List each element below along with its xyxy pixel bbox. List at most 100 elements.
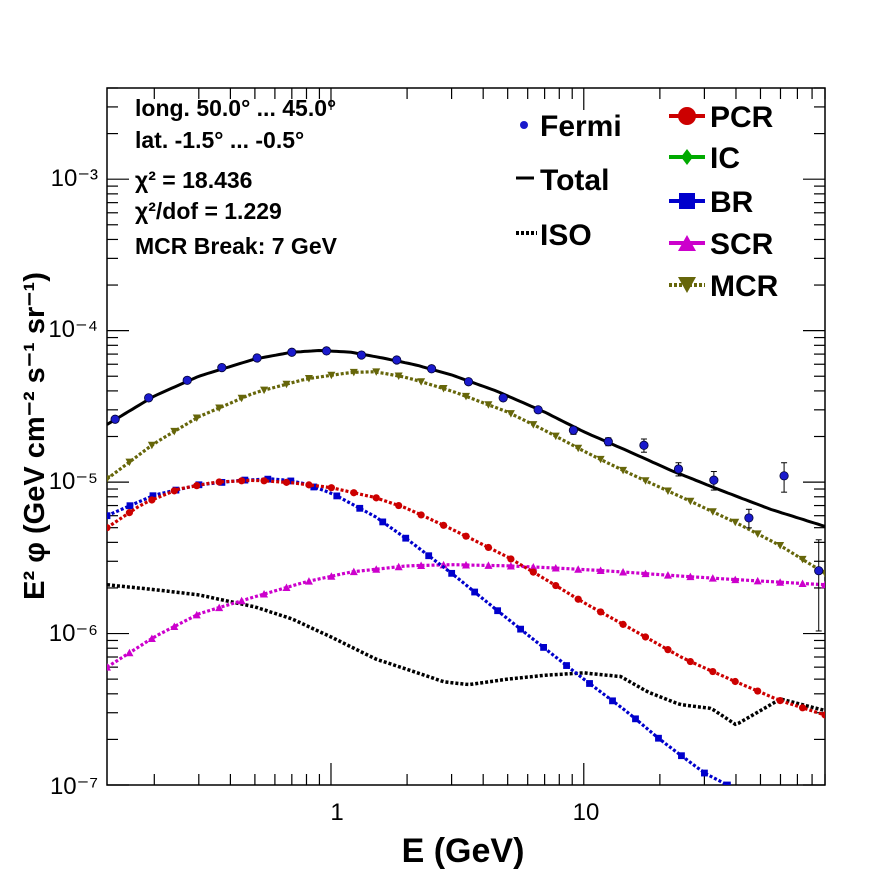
series-marker-mcr xyxy=(686,497,695,506)
series-marker-pcr xyxy=(193,482,201,490)
series-marker-scr xyxy=(282,583,291,592)
fermi-point xyxy=(287,347,297,357)
series-marker-mcr xyxy=(282,380,291,389)
fermi-point xyxy=(533,405,543,415)
series-marker-scr xyxy=(663,571,672,579)
fermi-point xyxy=(463,377,474,387)
legend-marker-fermi xyxy=(520,121,528,129)
series-marker-br xyxy=(678,752,685,760)
legend-label-pcr: PCR xyxy=(710,101,774,134)
series-marker-pcr xyxy=(552,581,560,590)
series-marker-mcr xyxy=(394,372,403,381)
series-marker-scr xyxy=(417,561,426,569)
series-marker-pcr xyxy=(731,677,739,686)
series-marker-scr xyxy=(686,572,695,581)
series-marker-mcr xyxy=(708,508,717,516)
series-marker-mcr xyxy=(776,542,785,550)
series-marker-br xyxy=(494,607,502,615)
series-marker-scr xyxy=(147,634,156,642)
series-marker-br xyxy=(655,734,662,742)
series-marker-pcr xyxy=(439,521,448,529)
legend-label-ic: IC xyxy=(710,142,740,175)
x-tick-label-10: 10 xyxy=(573,799,600,826)
series-marker-pcr xyxy=(395,501,403,510)
annotation-mcr-break: MCR Break: 7 GeV xyxy=(135,233,338,259)
fermi-points-layer xyxy=(110,346,824,632)
series-marker-mcr xyxy=(192,414,201,422)
annotation-chi2-dof: χ²/dof = 1.229 xyxy=(135,198,282,224)
series-marker-scr xyxy=(708,574,717,582)
legend-label-scr: SCR xyxy=(710,228,774,261)
legend-label-iso: ISO xyxy=(540,219,592,252)
legend-label-br: BR xyxy=(710,186,754,219)
series-marker-pcr xyxy=(305,481,313,489)
series-marker-mcr xyxy=(237,394,246,403)
series-marker-scr xyxy=(776,578,785,586)
fermi-point xyxy=(321,346,332,356)
series-marker-mcr xyxy=(215,404,224,412)
series-marker-pcr xyxy=(619,620,627,628)
series-marker-scr xyxy=(506,561,515,570)
fermi-point xyxy=(182,375,192,385)
series-line-br xyxy=(107,477,729,785)
series-marker-br xyxy=(609,697,616,705)
series-marker-mcr xyxy=(574,444,583,453)
series-marker-pcr xyxy=(417,511,425,519)
fermi-point xyxy=(356,350,367,360)
series-marker-scr xyxy=(484,561,493,569)
series-marker-br xyxy=(517,625,525,633)
series-marker-mcr xyxy=(619,466,628,475)
legend-marker-br xyxy=(679,193,695,209)
series-marker-pcr xyxy=(215,478,223,486)
series-marker-scr xyxy=(753,576,762,585)
fermi-point xyxy=(392,355,402,365)
series-marker-mcr xyxy=(260,386,269,395)
series-marker-scr xyxy=(798,579,807,587)
series-marker-mcr xyxy=(349,368,358,377)
fermi-point xyxy=(217,363,227,373)
series-marker-pcr xyxy=(641,633,650,641)
series-marker-pcr xyxy=(709,667,717,676)
series-line-mcr xyxy=(107,370,825,575)
series-marker-pcr xyxy=(107,524,111,532)
series-marker-scr xyxy=(349,567,358,576)
series-marker-scr xyxy=(260,590,269,598)
series-marker-br xyxy=(471,588,479,596)
series-marker-mcr xyxy=(304,375,313,383)
series-marker-mcr xyxy=(147,441,156,450)
series-marker-scr xyxy=(215,603,224,612)
series-layer xyxy=(107,348,825,785)
series-marker-mcr xyxy=(170,427,179,436)
series-marker-mcr xyxy=(327,371,336,380)
series-marker-scr xyxy=(551,564,560,572)
series-marker-pcr xyxy=(754,687,762,695)
x-axis-label: E (GeV) xyxy=(402,832,525,870)
series-marker-mcr xyxy=(417,378,426,386)
series-marker-br xyxy=(632,715,639,723)
series-marker-pcr xyxy=(798,704,807,712)
series-marker-mcr xyxy=(506,410,515,418)
legend-marker-scr xyxy=(678,235,696,251)
series-marker-mcr xyxy=(462,392,470,401)
fermi-point xyxy=(639,440,649,450)
series-marker-pcr xyxy=(574,595,582,603)
y-tick-label-1e-3: 10⁻³ xyxy=(51,165,98,192)
fermi-point xyxy=(568,425,579,435)
fermi-point xyxy=(110,414,120,424)
series-marker-scr xyxy=(394,562,403,571)
series-marker-pcr xyxy=(125,509,134,517)
series-line-scr xyxy=(107,563,825,669)
series-marker-mcr xyxy=(125,458,134,467)
series-marker-mcr xyxy=(529,421,538,429)
series-marker-scr xyxy=(125,648,134,657)
fermi-point xyxy=(709,475,719,485)
series-marker-br xyxy=(448,569,456,577)
series-marker-scr xyxy=(619,568,628,576)
series-marker-pcr xyxy=(148,496,156,504)
fermi-point xyxy=(144,393,154,403)
series-marker-scr xyxy=(821,580,825,589)
y-axis-label: E² φ (GeV cm⁻² s⁻¹ sr⁻¹) xyxy=(19,272,51,600)
series-marker-mcr xyxy=(107,475,111,483)
fermi-point xyxy=(498,393,508,403)
series-marker-scr xyxy=(192,610,201,619)
